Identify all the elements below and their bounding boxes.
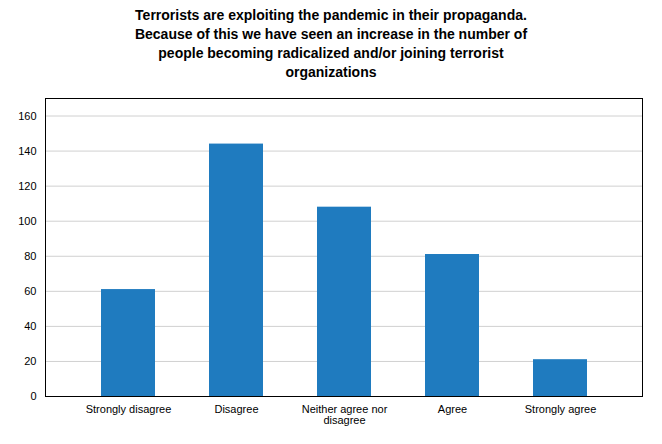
svg-text:Disagree: Disagree <box>214 403 258 415</box>
svg-text:100: 100 <box>18 214 36 226</box>
svg-text:80: 80 <box>24 249 36 261</box>
svg-text:20: 20 <box>24 355 36 367</box>
html-text:Terrorists are exploiting the: Terrorists are exploiting the pandemic i… <box>134 7 528 80</box>
svg-text:140: 140 <box>18 144 36 156</box>
svg-text:Strongly agree: Strongly agree <box>525 403 597 415</box>
svg-text:40: 40 <box>24 319 36 331</box>
svg-text:Strongly disagree: Strongly disagree <box>86 403 172 415</box>
svg-text:0: 0 <box>30 390 36 402</box>
svg-text:60: 60 <box>24 284 36 296</box>
svg-text:Neither agree nordisagree: Neither agree nordisagree <box>302 403 388 426</box>
svg-text:160: 160 <box>18 109 36 121</box>
svg-text:Agree: Agree <box>438 403 467 415</box>
svg-text:120: 120 <box>18 179 36 191</box>
